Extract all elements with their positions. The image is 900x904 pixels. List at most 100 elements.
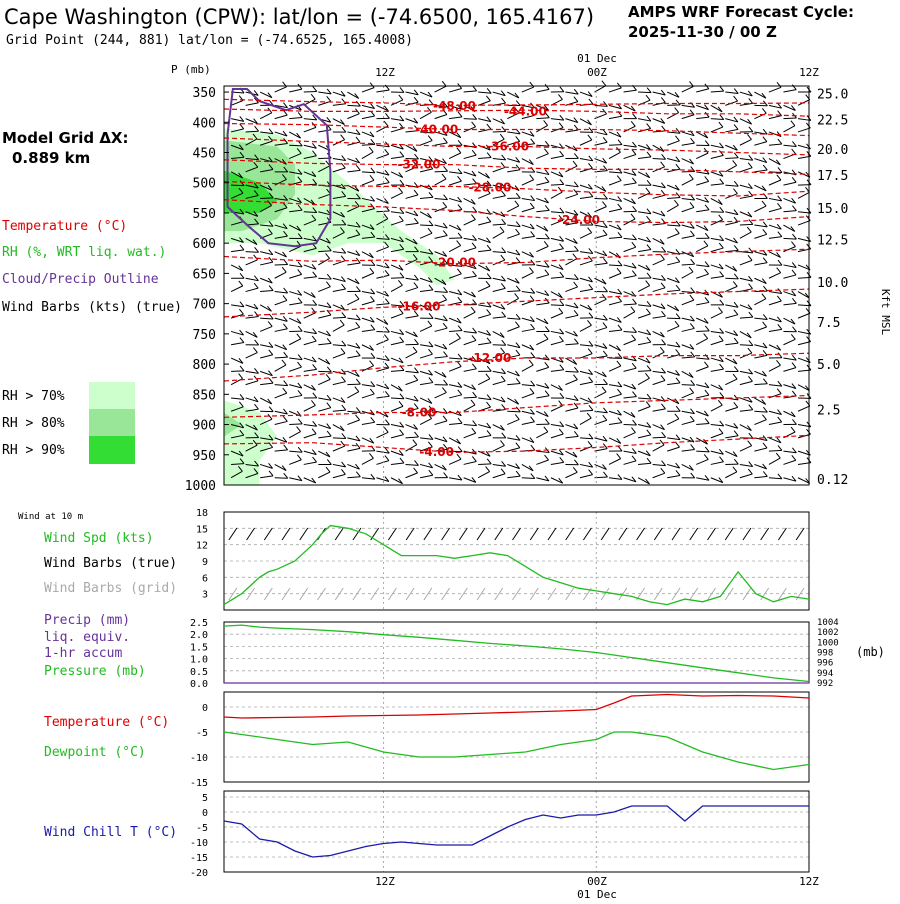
legend-rh: RH (%, WRT liq. wat.) (2, 245, 166, 260)
cross-section-panel: -48.00-44.00-40.00-36.00-32.00-28.00-24.… (185, 81, 849, 494)
wind-barb-flag (602, 81, 606, 86)
y-tick-label: 2.0 (190, 630, 208, 641)
pressure-tick-label: 450 (193, 147, 216, 162)
bottom-tick-00z: 00Z (587, 875, 607, 888)
height-tick-label: 7.5 (817, 316, 840, 331)
wind-barb (507, 411, 520, 412)
wind-barb (565, 251, 578, 252)
wind10m-title: Wind at 10 m (18, 512, 83, 522)
wind-barbs-true-label: Wind Barbs (true) (44, 556, 177, 571)
height-tick-label: 25.0 (817, 87, 848, 102)
wind-barb (260, 198, 273, 199)
temperature-contour-label: -36.00 (486, 139, 529, 153)
y-tick-label: -10 (190, 753, 208, 764)
pressure-tick-label: 1000 (185, 479, 216, 494)
y-tick-label: 1.5 (190, 642, 208, 653)
pressure-tick-label: 998 (817, 649, 833, 659)
height-tick-label: 20.0 (817, 143, 848, 158)
height-tick-label: 10.0 (817, 276, 848, 291)
cycle-value: 2025-11-30 / 00 Z (628, 23, 777, 41)
y-tick-label: -10 (190, 838, 208, 849)
y-tick-label: 3 (202, 590, 208, 601)
y-tick-label: 6 (202, 573, 208, 584)
height-tick-label: 2.5 (817, 403, 840, 418)
windchill-label: Wind Chill T (°C) (44, 825, 177, 840)
temperature-contour-label: -4.00 (419, 445, 454, 459)
wind-barb (464, 119, 477, 120)
y-tick-label: 9 (202, 557, 208, 568)
dewpoint-label: Dewpoint (°C) (44, 745, 146, 760)
model-grid-value: 0.889 km (12, 149, 90, 167)
wind-barb (551, 305, 564, 306)
wind-barb (347, 384, 360, 385)
legend-rh70-swatch (89, 382, 135, 409)
wind-barb (740, 224, 753, 225)
pressure-tick-label: 950 (193, 449, 216, 464)
legend-cloud: Cloud/Precip Outline (2, 272, 159, 287)
pressure-tick-label: 350 (193, 86, 216, 101)
temperature-contour-label: -16.00 (398, 300, 441, 314)
pressure-tick-label: 850 (193, 388, 216, 403)
wind-barb (725, 278, 738, 279)
wind-barb (246, 131, 259, 132)
wind-barb (246, 252, 259, 253)
temperature-contour-label: -40.00 (415, 123, 458, 137)
precip-accum-label: 1-hr accum (44, 646, 122, 661)
y-tick-label: -15 (190, 778, 208, 789)
y-tick-label: 5 (202, 793, 208, 804)
legend-rh90-label: RH > 90% (2, 443, 65, 458)
height-tick-label: 5.0 (817, 358, 840, 373)
wind-barb-flag (442, 81, 446, 86)
pressure-tick-label: 400 (193, 116, 216, 131)
temperature-contour-label: -8.00 (402, 405, 437, 419)
wind-barb (769, 172, 782, 173)
presp-background (224, 622, 809, 683)
legend-rh80-swatch (89, 409, 135, 436)
temperature-contour-label: -48.00 (433, 99, 476, 113)
pressure-tick-label: 500 (193, 177, 216, 192)
temperature-contour-label: -28.00 (468, 181, 511, 195)
y-tick-label: -15 (190, 853, 208, 864)
top-date-label: 01 Dec (577, 52, 617, 65)
y-tick-label: 2.5 (190, 618, 208, 629)
pressure-tick-label: 992 (817, 679, 833, 689)
pressure-axis-label: P (mb) (171, 63, 211, 76)
pressure-tick-label: 996 (817, 659, 833, 669)
height-tick-label: 0.12 (817, 473, 848, 488)
wind-barbs-grid-label: Wind Barbs (grid) (44, 581, 177, 596)
y-tick-label: 1.0 (190, 655, 208, 666)
wind-barb (376, 331, 389, 332)
pressure-tick-label: 994 (817, 669, 833, 679)
height-tick-label: 22.5 (817, 113, 848, 128)
pressure-tick-label: 750 (193, 328, 216, 343)
wind-speed-label: Wind Spd (kts) (44, 531, 154, 546)
precip-liq-label: liq. equiv. (44, 630, 130, 645)
wind-barb (391, 278, 404, 279)
height-tick-label: 15.0 (817, 202, 848, 217)
wind-barb (289, 145, 302, 146)
wind-barb (304, 91, 317, 92)
pressure-tick-label: 600 (193, 237, 216, 252)
cycle-title: AMPS WRF Forecast Cycle: (628, 3, 854, 21)
temperature-contour-label: -24.00 (557, 213, 600, 227)
y-tick-label: 0.5 (190, 667, 208, 678)
y-tick-label: -20 (190, 868, 208, 879)
wind-barb (653, 437, 666, 438)
model-grid-label: Model Grid ΔX: (2, 129, 129, 147)
legend-rh80-label: RH > 80% (2, 416, 65, 431)
temperature-contour-label: -44.00 (504, 104, 547, 118)
pressure-tick-label: 1002 (817, 628, 839, 638)
pressure-tick-label: 800 (193, 358, 216, 373)
pressure-label: Pressure (mb) (44, 664, 146, 679)
y-tick-label: -5 (196, 728, 208, 739)
y-tick-label: 0 (202, 703, 208, 714)
pressure-tick-label: 550 (193, 207, 216, 222)
y-tick-label: -5 (196, 823, 208, 834)
height-axis-label: Kft MSL (879, 289, 892, 336)
bottom-date-label: 01 Dec (577, 888, 617, 900)
top-tick-00z: 00Z (587, 66, 607, 79)
legend-rh70-label: RH > 70% (2, 389, 65, 404)
wind-barb (478, 464, 491, 465)
